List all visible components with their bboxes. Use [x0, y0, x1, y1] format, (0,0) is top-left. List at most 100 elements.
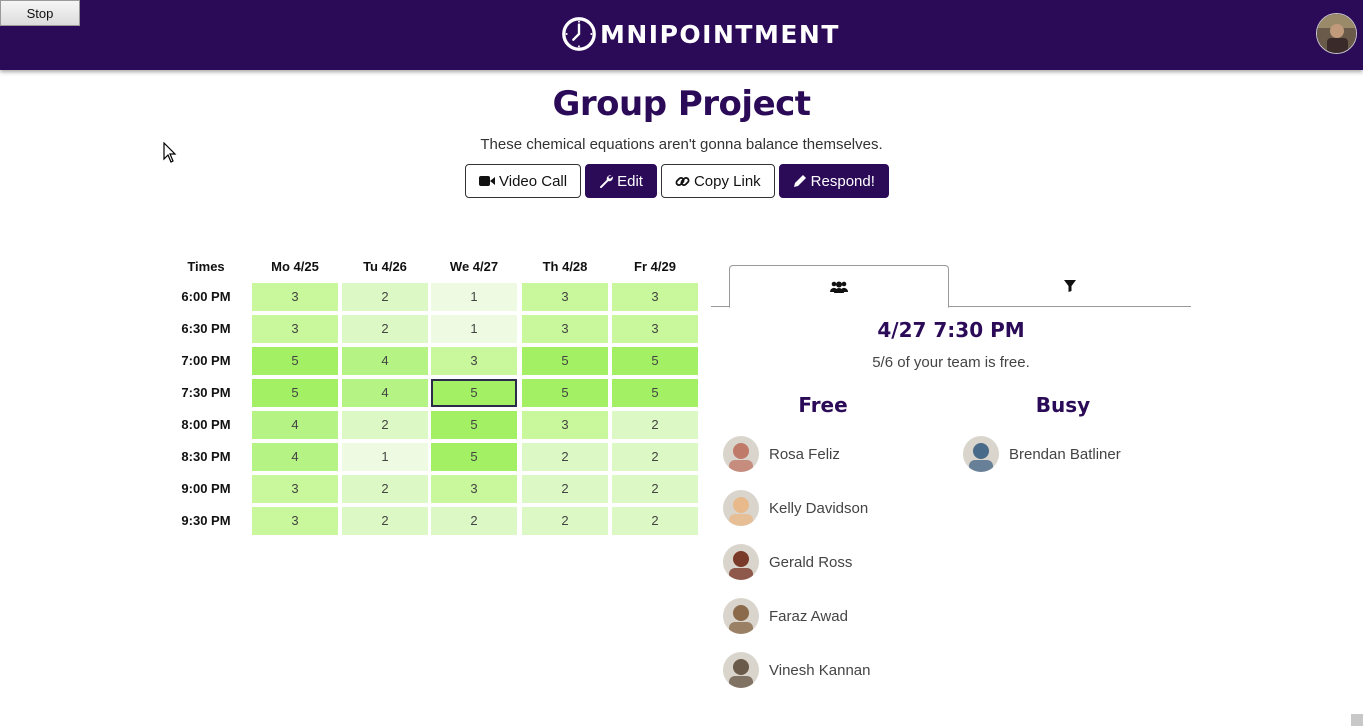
availability-cell[interactable]: 2 [612, 507, 698, 535]
brand-name: MNIPOINTMENT [600, 19, 840, 49]
filter-icon [1064, 280, 1076, 292]
person-row[interactable]: Gerald Ross [723, 544, 852, 580]
detail-tabs [711, 265, 1191, 308]
availability-cell[interactable]: 2 [612, 475, 698, 503]
person-row[interactable]: Rosa Feliz [723, 436, 840, 472]
time-label: 6:00 PM [181, 289, 231, 304]
availability-cell[interactable]: 2 [342, 507, 428, 535]
availability-cell[interactable]: 2 [342, 411, 428, 439]
stop-button[interactable]: Stop [0, 0, 80, 26]
time-label: 9:30 PM [181, 513, 231, 528]
availability-cell[interactable]: 4 [252, 411, 338, 439]
availability-cell[interactable]: 5 [612, 347, 698, 375]
video-call-button[interactable]: Video Call [465, 164, 582, 198]
availability-cell[interactable]: 4 [342, 347, 428, 375]
availability-cell[interactable]: 3 [522, 315, 608, 343]
availability-cell[interactable]: 2 [522, 443, 608, 471]
availability-cell[interactable]: 5 [431, 411, 517, 439]
person-name: Gerald Ross [769, 553, 853, 571]
mouse-cursor-icon [163, 142, 177, 163]
clock-icon [562, 17, 596, 51]
availability-cell[interactable]: 2 [342, 283, 428, 311]
availability-cell[interactable]: 5 [431, 443, 517, 471]
availability-cell[interactable]: 3 [252, 507, 338, 535]
availability-cell[interactable]: 2 [522, 475, 608, 503]
day-header: Th 4/28 [542, 259, 588, 274]
person-row[interactable]: Faraz Awad [723, 598, 848, 634]
busy-heading: Busy [1035, 393, 1091, 417]
availability-cell[interactable]: 5 [522, 347, 608, 375]
availability-cell[interactable]: 5 [431, 379, 517, 407]
link-icon [675, 176, 690, 186]
edit-button[interactable]: Edit [585, 164, 657, 198]
time-label: 6:30 PM [181, 321, 231, 336]
user-avatar[interactable] [1316, 13, 1357, 54]
event-title: Group Project [552, 84, 811, 124]
edit-label: Edit [617, 172, 643, 190]
copy-link-button[interactable]: Copy Link [660, 164, 775, 198]
tab-people[interactable] [729, 265, 949, 308]
availability-cell[interactable]: 5 [522, 379, 608, 407]
availability-cell[interactable]: 3 [612, 315, 698, 343]
video-camera-icon [479, 176, 495, 186]
wrench-icon [600, 175, 613, 188]
availability-cell[interactable]: 4 [252, 443, 338, 471]
person-avatar [723, 490, 759, 526]
availability-cell[interactable]: 2 [342, 315, 428, 343]
time-label: 8:00 PM [181, 417, 231, 432]
availability-cell[interactable]: 5 [252, 379, 338, 407]
availability-cell[interactable]: 3 [522, 411, 608, 439]
availability-cell[interactable]: 2 [612, 443, 698, 471]
person-name: Kelly Davidson [769, 499, 869, 517]
copy-link-label: Copy Link [693, 172, 761, 190]
time-label: 8:30 PM [181, 449, 231, 464]
availability-cell[interactable]: 3 [522, 283, 608, 311]
resize-corner [1351, 714, 1363, 726]
top-navbar: MNIPOINTMENT [0, 0, 1363, 70]
availability-cell[interactable]: 1 [342, 443, 428, 471]
person-row[interactable]: Brendan Batliner [963, 436, 1121, 472]
availability-cell[interactable]: 1 [431, 315, 517, 343]
person-avatar [723, 652, 759, 688]
availability-cell[interactable]: 2 [612, 411, 698, 439]
respond-label: Respond! [810, 172, 875, 190]
tab-filter[interactable] [949, 265, 1191, 307]
availability-cell[interactable]: 2 [342, 475, 428, 503]
availability-cell[interactable]: 4 [342, 379, 428, 407]
person-name: Brendan Batliner [1009, 445, 1121, 463]
availability-cell[interactable]: 3 [252, 475, 338, 503]
person-row[interactable]: Kelly Davidson [723, 490, 868, 526]
availability-cell[interactable]: 3 [252, 315, 338, 343]
selected-slot-title: 4/27 7:30 PM [877, 318, 1025, 342]
availability-cell[interactable]: 3 [431, 475, 517, 503]
person-avatar [723, 436, 759, 472]
availability-cell[interactable]: 3 [612, 283, 698, 311]
time-label: 9:00 PM [181, 481, 231, 496]
availability-cell[interactable]: 5 [612, 379, 698, 407]
video-call-label: Video Call [499, 172, 568, 190]
availability-cell[interactable]: 1 [431, 283, 517, 311]
day-header: Mo 4/25 [271, 259, 319, 274]
pencil-icon [793, 175, 806, 187]
free-heading: Free [798, 393, 848, 417]
person-name: Faraz Awad [769, 607, 848, 625]
selected-slot-summary: 5/6 of your team is free. [872, 354, 1030, 371]
times-header: Times [187, 259, 225, 274]
users-icon [830, 281, 848, 293]
availability-cell[interactable]: 3 [252, 283, 338, 311]
action-bar: Video Call Edit Copy Link Respond! [465, 164, 889, 198]
person-name: Vinesh Kannan [769, 661, 871, 679]
person-row[interactable]: Vinesh Kannan [723, 652, 870, 688]
time-label: 7:00 PM [181, 353, 231, 368]
person-avatar [963, 436, 999, 472]
day-header: Tu 4/26 [363, 259, 407, 274]
day-header: We 4/27 [449, 259, 499, 274]
brand-logo[interactable]: MNIPOINTMENT [560, 15, 840, 53]
person-avatar [723, 598, 759, 634]
availability-cell[interactable]: 3 [431, 347, 517, 375]
respond-button[interactable]: Respond! [778, 164, 889, 198]
availability-cell[interactable]: 5 [252, 347, 338, 375]
person-avatar [723, 544, 759, 580]
availability-cell[interactable]: 2 [522, 507, 608, 535]
availability-cell[interactable]: 2 [431, 507, 517, 535]
